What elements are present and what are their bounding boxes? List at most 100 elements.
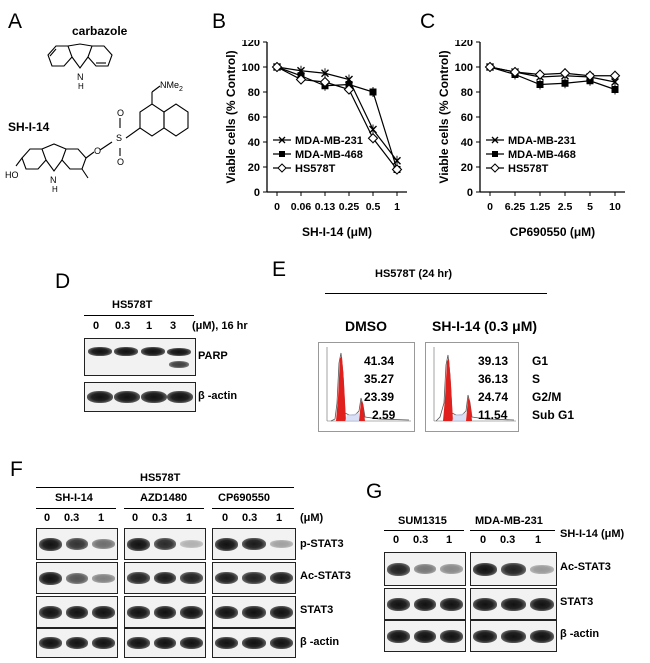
- f-blot-row2-3: [212, 596, 296, 628]
- d-row-actin: β -actin: [198, 390, 238, 402]
- f-blot-row0-1: [36, 528, 118, 560]
- s-o-top: O: [117, 108, 124, 118]
- panel-c-letter: C: [420, 10, 436, 33]
- chart-c-series-1-point-5: [611, 86, 619, 93]
- g-blot-row2-2-band-0: [473, 630, 498, 643]
- chart-b-legend-marker-2: [277, 163, 287, 173]
- chart-b-ylabel: Viable cells (% Control): [224, 50, 238, 183]
- chart-c-legend-marker-1: [492, 151, 498, 157]
- g-c1-dose-0: 0: [393, 534, 400, 546]
- f-blot-row0-3: [212, 528, 296, 560]
- panel-d-letter: D: [55, 270, 71, 293]
- f-blot-row0-1-band-1: [65, 538, 89, 550]
- f-blot-row1-1-band-0: [39, 572, 62, 585]
- chart-c-series-0-line: [489, 66, 616, 83]
- chart-b-legend-label-0: MDA-MB-231: [295, 135, 363, 147]
- chart-c-ytick-label-1: 20: [461, 162, 473, 174]
- e-phase-s: S: [532, 372, 541, 386]
- panel-e-letter: E: [272, 258, 287, 281]
- f-d3-dose-0: 0: [222, 512, 229, 524]
- chart-b-xtick-label-5: 1: [394, 201, 400, 213]
- chart-b-series-1-point-4: [369, 88, 377, 96]
- chart-b-ytick-label-3: 60: [248, 112, 260, 124]
- f-blot-row2-2: [124, 596, 206, 628]
- chart-c-xtick-label-0: 0: [487, 201, 493, 213]
- g-blot-row0-2-band-0: [473, 563, 498, 576]
- g-blot-row2-2-band-1: [501, 630, 526, 643]
- f-blot-row1-2-band-0: [127, 572, 150, 584]
- d-row-parp: PARP: [198, 350, 228, 362]
- chart-b-ytick-label-1: 20: [248, 162, 260, 174]
- f-blot-row1-2-band-1: [153, 572, 177, 584]
- chart-c-xlabel: CP690550 (μM): [510, 225, 595, 239]
- chart-b-legend-marker-0: [278, 136, 286, 144]
- f-d3-dose-1: 0.3: [242, 512, 258, 524]
- carbazole-n: N: [77, 72, 84, 82]
- f-blot-row3-2: [124, 628, 206, 658]
- g-blot-row2-1: [384, 620, 466, 652]
- f-blot-row1-2-band-2: [180, 572, 203, 584]
- chart-b-xlabel: SH-I-14 (μM): [302, 225, 372, 239]
- g-cell-line-1: SUM1315: [398, 515, 447, 527]
- f-d2-dose-1: 0.3: [152, 512, 168, 524]
- f-blot-row3-3-band-1: [242, 637, 266, 649]
- chart-c-legend-marker-2: [490, 163, 500, 173]
- chart-b-xtick-label-1: 0.06: [291, 201, 312, 213]
- f-blot-row1-3-band-2: [269, 572, 293, 584]
- g-blot-row0-1-band-1: [413, 564, 437, 574]
- g-blot-row0-1-band-0: [387, 563, 410, 576]
- g-blot-row1-2-band-1: [501, 598, 526, 611]
- chart-b-ytick-label-2: 40: [248, 137, 260, 149]
- f-blot-row2-1-band-2: [92, 606, 115, 619]
- chart-b-series-0-line: [276, 66, 398, 162]
- chart-c-series-1-point-3: [561, 79, 569, 87]
- g-c2-dose-0: 0: [480, 534, 487, 546]
- chart-c-series-2-line: [489, 66, 615, 77]
- chart-c-legend-label-1: MDA-MB-468: [508, 149, 576, 161]
- chart-b-series-0-point-2: [321, 69, 329, 78]
- chart-b-series-2-point-0: [271, 61, 283, 73]
- chart-b-series-2-line: [276, 66, 398, 170]
- f-blot-row0-3-band-2: [269, 540, 293, 548]
- carbazole-h: H: [78, 82, 84, 91]
- f-d1-dose-0: 0: [44, 512, 51, 524]
- chart-b-ytick-label-4: 80: [248, 87, 260, 99]
- f-d3-dose-2: 1: [276, 512, 283, 524]
- f-blot-row1-3-band-0: [215, 572, 239, 584]
- sh-i-14-structure: [15, 85, 189, 179]
- f-blot-row0-2-band-0: [127, 538, 150, 551]
- d-header-rule: [84, 315, 194, 316]
- chart-b: 0 20 40 60 80 100 120 0 0.06 0.13 0.25 0.5 1 SH-I-14 …: [224, 40, 407, 239]
- chart-b-legend-label-2: HS578T: [295, 163, 336, 175]
- d-blot-parp: [84, 338, 196, 376]
- sh-n: N: [50, 175, 57, 185]
- f-blot-row1-1: [36, 562, 118, 594]
- f-blot-row1-2: [124, 562, 206, 594]
- g-blot-row2-1-band-1: [413, 630, 437, 643]
- chart-c-ytick-label-0: 0: [467, 187, 473, 199]
- e-sh-subg1: 11.54: [478, 408, 508, 422]
- d-blot-actin: [84, 382, 196, 412]
- e-sh-g1: 39.13: [478, 354, 509, 368]
- f-blot-row0-2: [124, 528, 206, 560]
- chart-c-legend-label-2: HS578T: [508, 163, 549, 175]
- chart-c-ylabel: Viable cells (% Control): [437, 50, 451, 183]
- e-header: HS578T (24 hr): [375, 268, 453, 280]
- chart-c-ytick-label-5: 100: [455, 62, 473, 74]
- s-o-bottom: O: [117, 157, 124, 167]
- chart-c-series-2-point-3: [559, 67, 571, 79]
- chart-b-series-2-point-4: [367, 132, 379, 144]
- chart-c-series-0-point-5: [611, 78, 619, 86]
- d-dose-1: 0.3: [115, 320, 131, 332]
- e-phase-g1: G1: [532, 354, 549, 368]
- g-c1-dose-2: 1: [446, 534, 453, 546]
- sh-h: H: [52, 185, 58, 194]
- g-blot-row1-1: [384, 588, 466, 620]
- f-blot-row1-3-band-1: [242, 572, 266, 584]
- f-blot-row2-2-band-0: [127, 606, 150, 619]
- chart-b-xtick-label-2: 0.13: [315, 201, 336, 213]
- panel-a-letter: A: [8, 10, 23, 33]
- g-rule-1: [384, 530, 464, 531]
- d-dose-3: 3: [170, 320, 177, 332]
- g-row-stat3: STAT3: [560, 596, 594, 608]
